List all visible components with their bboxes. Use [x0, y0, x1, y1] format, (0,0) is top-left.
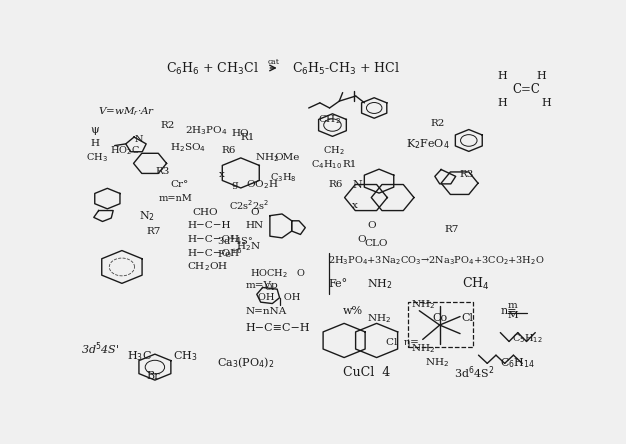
Text: C$_6$H$_6$ + CH$_3$Cl: C$_6$H$_6$ + CH$_3$Cl — [165, 61, 259, 77]
Text: m=Vp: m=Vp — [245, 281, 279, 290]
Text: R7: R7 — [146, 226, 160, 236]
Text: Fe$^{+6}$: Fe$^{+6}$ — [217, 246, 242, 260]
Text: x: x — [219, 170, 225, 179]
Text: m=nM: m=nM — [158, 194, 192, 203]
Text: CLO: CLO — [364, 238, 388, 247]
Text: OO$_2$H: OO$_2$H — [245, 178, 278, 191]
Text: NH$_2$: NH$_2$ — [367, 277, 393, 291]
Text: C$_4$H$_{10}$: C$_4$H$_{10}$ — [311, 158, 342, 171]
Text: K$_2$FeO$_4$: K$_2$FeO$_4$ — [406, 137, 449, 151]
Text: NH$_2$: NH$_2$ — [255, 151, 279, 164]
Text: C=C: C=C — [513, 83, 540, 95]
Text: 2H$_3$PO$_4$: 2H$_3$PO$_4$ — [185, 124, 227, 137]
Text: CH$_3$: CH$_3$ — [86, 151, 108, 164]
Text: C2s$^2$2s$^2$: C2s$^2$2s$^2$ — [228, 198, 269, 212]
Text: HO$_2$C: HO$_2$C — [110, 144, 140, 157]
Text: CHO: CHO — [192, 208, 218, 217]
Text: cat: cat — [267, 58, 279, 66]
Text: R1: R1 — [241, 133, 255, 142]
Text: R3: R3 — [459, 170, 473, 179]
Text: m: m — [508, 301, 517, 310]
Text: O: O — [250, 208, 259, 217]
Text: C$_3$H$_8$: C$_3$H$_8$ — [270, 172, 297, 184]
Text: CH$_3$: CH$_3$ — [173, 349, 197, 363]
Text: H−C−OH: H−C−OH — [187, 249, 240, 258]
Text: V=wM$_r$·Ar: V=wM$_r$·Ar — [98, 105, 155, 118]
Text: H: H — [536, 71, 546, 80]
Text: R6: R6 — [222, 146, 236, 155]
Text: O: O — [367, 222, 376, 230]
Text: R1: R1 — [342, 160, 357, 169]
Text: ψ: ψ — [90, 125, 99, 135]
Text: HN: HN — [245, 222, 264, 230]
Text: HOCH$_2$   O: HOCH$_2$ O — [250, 267, 306, 280]
Text: O: O — [357, 235, 366, 244]
Text: H: H — [498, 71, 508, 80]
Text: n=: n= — [500, 306, 517, 317]
Text: CH$_2$: CH$_2$ — [323, 144, 345, 157]
Text: CH$_2$OH: CH$_2$OH — [187, 261, 228, 274]
Text: M: M — [507, 311, 518, 320]
Text: R6: R6 — [328, 180, 342, 190]
Text: 3d$^4$4S°: 3d$^4$4S° — [217, 233, 252, 246]
Text: Ca$_3$(PO$_4$)$_2$: Ca$_3$(PO$_4$)$_2$ — [217, 355, 274, 370]
Text: Fe°: Fe° — [328, 279, 347, 289]
Text: H−C−H: H−C−H — [187, 222, 231, 230]
Text: 3d$^6$4S$^2$: 3d$^6$4S$^2$ — [454, 365, 495, 381]
Text: OH   OH: OH OH — [258, 293, 300, 302]
Text: N: N — [135, 135, 143, 144]
Text: NH$_2$: NH$_2$ — [411, 343, 434, 355]
Text: w%: w% — [342, 306, 363, 317]
Text: H$_3$C: H$_3$C — [126, 349, 151, 363]
Text: H: H — [498, 98, 508, 108]
Text: R2: R2 — [430, 119, 444, 128]
Text: H$_2$SO$_4$: H$_2$SO$_4$ — [170, 141, 207, 154]
Text: 2H$_3$PO$_4$+3Na$_2$CO$_3$→2Na$_3$PO$_4$+3CO$_2$+3H$_2$O: 2H$_3$PO$_4$+3Na$_2$CO$_3$→2Na$_3$PO$_4$… — [328, 254, 545, 266]
Text: 3d$^5$4S': 3d$^5$4S' — [81, 341, 119, 357]
Text: H: H — [90, 139, 100, 148]
Text: CH$_2$: CH$_2$ — [319, 114, 341, 127]
Text: R2: R2 — [161, 121, 175, 130]
Text: H$_2$N: H$_2$N — [236, 240, 260, 253]
Text: H−C≡C−H: H−C≡C−H — [245, 324, 310, 333]
Text: CH$_4$: CH$_4$ — [461, 276, 489, 292]
Text: Cl  η=: Cl η= — [386, 338, 419, 347]
Text: NH$_2$: NH$_2$ — [425, 356, 449, 369]
Text: R7: R7 — [444, 225, 459, 234]
Text: NH$_2$: NH$_2$ — [411, 298, 434, 311]
Text: Co: Co — [433, 313, 448, 323]
Text: CuCl  4: CuCl 4 — [342, 366, 390, 380]
Text: N$_2$: N$_2$ — [139, 209, 155, 222]
Text: Cr°: Cr° — [170, 180, 188, 190]
Text: C$_6$H$_5$-CH$_3$ + HCl: C$_6$H$_5$-CH$_3$ + HCl — [292, 61, 399, 77]
Text: g: g — [231, 180, 238, 190]
Text: x: x — [352, 201, 358, 210]
Text: N: N — [352, 180, 362, 190]
Text: H−C−OH: H−C−OH — [187, 235, 240, 244]
Text: C$_5$H$_{12}$: C$_5$H$_{12}$ — [513, 333, 543, 345]
Text: Cl: Cl — [461, 313, 473, 323]
Text: R3: R3 — [156, 167, 170, 176]
Text: H: H — [541, 98, 552, 108]
Text: C$_6$H$_{14}$: C$_6$H$_{14}$ — [500, 356, 535, 369]
Text: N=nNA: N=nNA — [245, 307, 287, 316]
Text: NH$_2$: NH$_2$ — [367, 312, 391, 325]
Text: Br: Br — [146, 371, 160, 381]
Text: OMe: OMe — [275, 153, 300, 162]
Text: HO: HO — [231, 129, 249, 138]
Text: O: O — [265, 283, 272, 292]
